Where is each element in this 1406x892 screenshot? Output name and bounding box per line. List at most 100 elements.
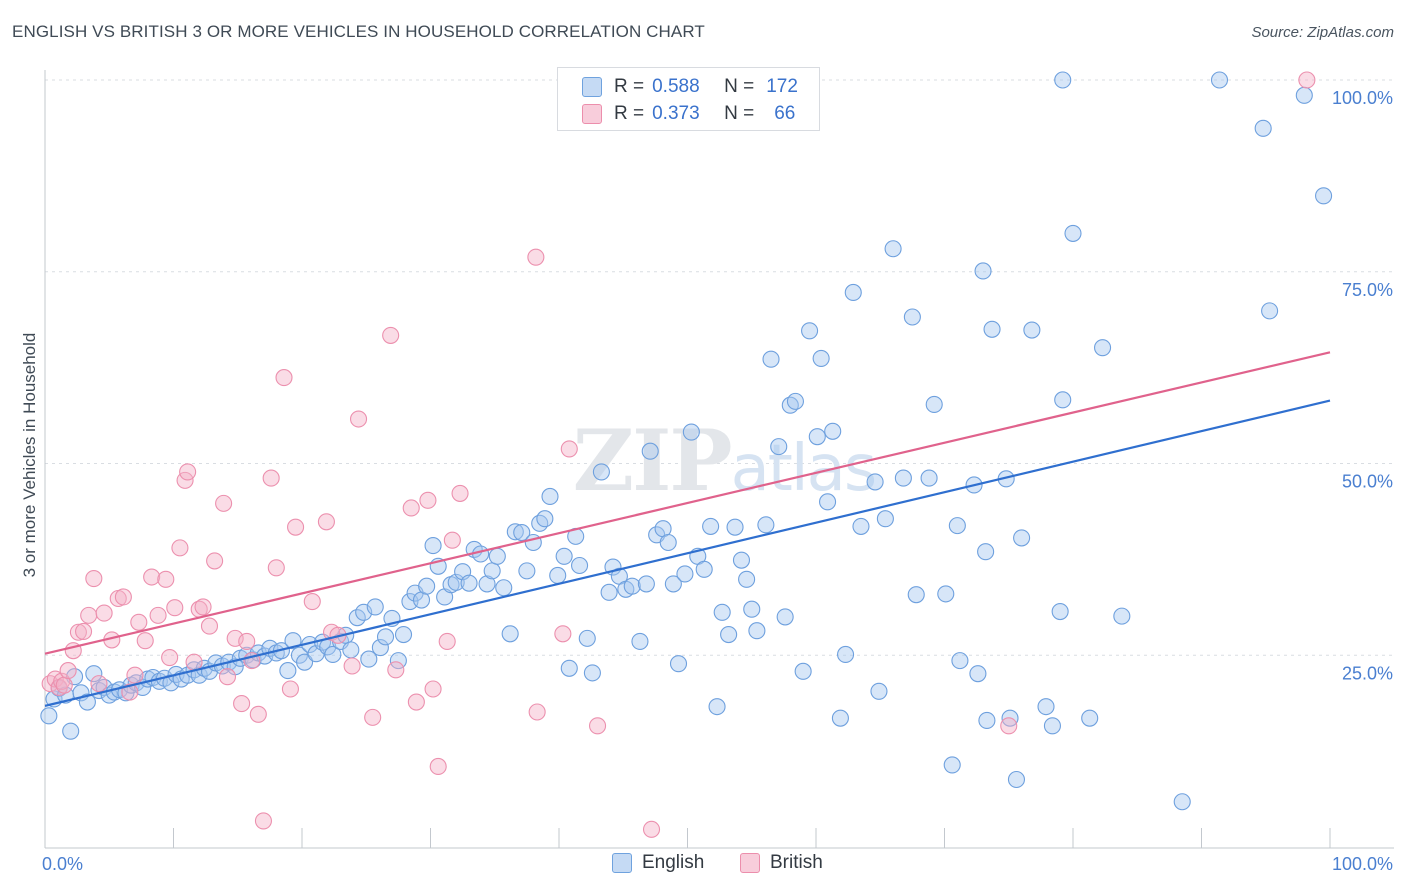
point-british <box>114 588 132 606</box>
point-english <box>903 308 921 326</box>
point-english <box>669 655 688 673</box>
watermark-zip: ZIP <box>573 411 732 510</box>
legend-item-british[interactable]: British <box>740 852 823 874</box>
point-british <box>46 670 64 688</box>
point-british <box>121 683 139 701</box>
point-english <box>866 473 884 491</box>
point-english <box>695 560 713 578</box>
point-british <box>157 570 175 588</box>
point-british <box>130 613 148 631</box>
point-english <box>977 543 995 561</box>
point-english <box>296 653 314 671</box>
watermark-atlas: atlas <box>731 432 876 506</box>
point-english <box>394 625 413 644</box>
point-british <box>303 593 321 611</box>
x-tick-label: 0.0% <box>42 854 83 874</box>
point-english <box>969 665 987 683</box>
point-english <box>1261 302 1279 320</box>
series-british <box>41 71 1316 838</box>
point-english <box>1081 709 1099 727</box>
point-british <box>349 410 368 428</box>
axes <box>44 70 1394 849</box>
point-english <box>513 523 531 542</box>
point-english <box>713 603 731 621</box>
british-n-value: 66 <box>774 103 796 124</box>
stats-row-english: R = 0.588 N = 172 <box>582 75 798 99</box>
point-english <box>762 350 780 368</box>
point-british <box>387 661 405 679</box>
point-english <box>812 349 830 367</box>
british-swatch <box>582 104 602 124</box>
point-english <box>1094 339 1112 357</box>
point-english <box>776 608 794 626</box>
point-english <box>600 583 618 601</box>
point-english <box>284 632 302 650</box>
point-english <box>555 547 573 565</box>
point-english <box>1023 321 1041 339</box>
y-tick-label: 100.0% <box>1332 88 1393 108</box>
point-english <box>794 662 812 680</box>
point-british <box>69 623 87 641</box>
point-british <box>200 617 219 635</box>
point-english <box>1051 602 1069 621</box>
point-british <box>85 569 103 588</box>
english-n-label: N = <box>724 76 755 97</box>
legend-item-english[interactable]: English <box>612 852 704 874</box>
point-english <box>279 662 297 680</box>
point-english <box>748 622 766 640</box>
grid-lines <box>45 79 1394 656</box>
point-english <box>951 652 969 670</box>
point-british <box>438 632 456 650</box>
point-british <box>206 552 224 570</box>
legend-british-swatch <box>740 853 760 873</box>
point-english <box>708 698 726 716</box>
point-british <box>528 703 546 721</box>
point-english <box>1295 86 1313 104</box>
point-english <box>732 551 751 569</box>
point-british <box>95 604 113 622</box>
point-english <box>925 395 943 413</box>
point-english <box>536 510 554 528</box>
point-british <box>527 248 545 266</box>
point-british <box>429 757 447 776</box>
point-british <box>218 668 237 686</box>
point-english <box>541 487 559 506</box>
point-english <box>571 556 589 575</box>
point-british <box>59 662 77 680</box>
point-british <box>382 326 400 344</box>
point-british <box>588 717 607 735</box>
point-english <box>983 320 1001 338</box>
point-british <box>249 705 267 723</box>
point-english <box>808 428 826 446</box>
point-english <box>974 262 992 280</box>
point-english <box>682 423 700 441</box>
point-british <box>75 622 93 641</box>
point-english <box>937 585 955 603</box>
legend-english-label: English <box>642 852 705 873</box>
point-english <box>876 510 894 528</box>
point-english <box>837 645 855 664</box>
point-english <box>831 709 849 727</box>
point-british <box>233 695 251 713</box>
point-english <box>623 577 641 595</box>
point-english <box>85 665 103 683</box>
trend-line-british <box>44 351 1331 655</box>
point-british <box>90 675 108 693</box>
chart-title: ENGLISH VS BRITISH 3 OR MORE VEHICLES IN… <box>12 22 705 41</box>
british-r-value: 0.373 <box>652 103 700 124</box>
point-english <box>943 756 961 774</box>
point-english <box>907 586 925 604</box>
point-english <box>324 645 342 664</box>
point-british <box>281 680 299 698</box>
point-british <box>424 680 442 698</box>
point-english <box>757 516 775 534</box>
point-british <box>55 676 73 694</box>
point-british <box>364 708 382 726</box>
point-english <box>1254 119 1272 137</box>
legend-british-label: British <box>770 852 823 873</box>
point-english <box>531 514 549 532</box>
point-english <box>738 570 756 588</box>
point-british <box>560 440 578 458</box>
point-english <box>583 664 601 682</box>
